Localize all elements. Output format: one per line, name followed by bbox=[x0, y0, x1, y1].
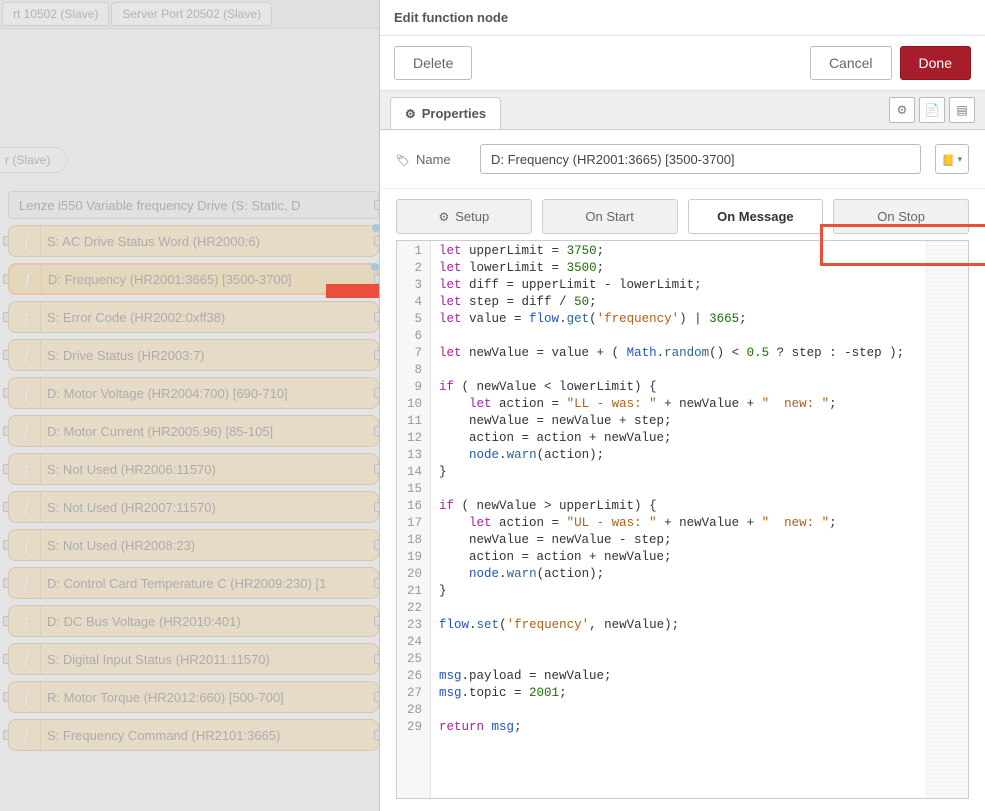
function-node[interactable]: f R: Motor Torque (HR2012:660) [500-700] bbox=[8, 681, 379, 713]
changed-dot-icon bbox=[371, 263, 379, 271]
done-button[interactable]: Done bbox=[900, 46, 971, 80]
name-input[interactable] bbox=[480, 144, 921, 174]
function-node[interactable]: f S: Error Code (HR2002:0xff38) bbox=[8, 301, 379, 333]
node-label: S: AC Drive Status Word (HR2000:6) bbox=[47, 234, 356, 249]
function-icon: f bbox=[13, 454, 41, 484]
tag-icon bbox=[396, 152, 410, 167]
editor-panel: Edit function node Delete Cancel Done Pr… bbox=[379, 0, 985, 811]
code-body[interactable]: let upperLimit = 3750;let lowerLimit = 3… bbox=[431, 241, 926, 798]
cancel-button[interactable]: Cancel bbox=[810, 46, 892, 80]
flow-tab[interactable]: rt 10502 (Slave) bbox=[2, 2, 109, 26]
dialog-title: Edit function node bbox=[380, 0, 985, 36]
function-node[interactable]: f D: Control Card Temperature C (HR2009:2… bbox=[8, 567, 379, 599]
function-icon: f bbox=[13, 682, 41, 712]
node-label: S: Error Code (HR2002:0xff38) bbox=[47, 310, 356, 325]
name-label: Name bbox=[396, 152, 466, 167]
function-icon: f bbox=[13, 226, 41, 256]
function-node[interactable]: f D: Motor Voltage (HR2004:700) [690-710] bbox=[8, 377, 379, 409]
function-icon: f bbox=[13, 492, 41, 522]
gear-icon[interactable] bbox=[889, 97, 915, 123]
node-label: D: Control Card Temperature C (HR2009:23… bbox=[47, 576, 356, 591]
bookmark-icon bbox=[942, 152, 956, 167]
code-editor[interactable]: 1234567891011121314151617181920212223242… bbox=[396, 240, 969, 799]
comment-node[interactable]: Lenze i550 Variable frequency Drive (S: … bbox=[8, 191, 379, 219]
node-label: S: Frequency Command (HR2101:3665) bbox=[47, 728, 356, 743]
code-tabs: Setup On Start On Message On Stop bbox=[380, 189, 985, 240]
node-label: S: Digital Input Status (HR2011:11570) bbox=[47, 652, 356, 667]
name-side-button[interactable]: ▾ bbox=[935, 144, 969, 174]
node-label: D: Motor Current (HR2005:96) [85-105] bbox=[47, 424, 356, 439]
tab-label: Properties bbox=[422, 106, 486, 121]
gutter: 1234567891011121314151617181920212223242… bbox=[397, 241, 431, 798]
function-node[interactable]: f D: Frequency (HR2001:3665) [3500-3700] bbox=[8, 263, 379, 295]
doc-icon[interactable] bbox=[919, 97, 945, 123]
function-node[interactable]: f S: AC Drive Status Word (HR2000:6) bbox=[8, 225, 379, 257]
function-icon: f bbox=[14, 265, 42, 293]
function-icon: f bbox=[13, 340, 41, 370]
function-node[interactable]: f S: Drive Status (HR2003:7) bbox=[8, 339, 379, 371]
function-icon: f bbox=[13, 568, 41, 598]
tab-setup[interactable]: Setup bbox=[396, 199, 532, 234]
tab-on-start[interactable]: On Start bbox=[542, 199, 678, 234]
function-icon: f bbox=[13, 416, 41, 446]
tab-properties[interactable]: Properties bbox=[390, 97, 501, 129]
function-icon: f bbox=[13, 302, 41, 332]
dialog-button-bar: Delete Cancel Done bbox=[380, 36, 985, 91]
node-label: S: Not Used (HR2006:11570) bbox=[47, 462, 356, 477]
tab-on-stop[interactable]: On Stop bbox=[833, 199, 969, 234]
function-node[interactable]: f S: Frequency Command (HR2101:3665) bbox=[8, 719, 379, 751]
gear-icon bbox=[439, 209, 450, 224]
tab-on-message[interactable]: On Message bbox=[688, 199, 824, 234]
flow-tab[interactable]: Server Port 20502 (Slave) bbox=[111, 2, 272, 26]
function-icon: f bbox=[13, 720, 41, 750]
node-label: S: Not Used (HR2007:11570) bbox=[47, 500, 356, 515]
section-tabs: Properties ▤ bbox=[380, 91, 985, 130]
function-node[interactable]: f D: Motor Current (HR2005:96) [85-105] bbox=[8, 415, 379, 447]
node-label: R: Motor Torque (HR2012:660) [500-700] bbox=[47, 690, 356, 705]
function-icon: f bbox=[13, 644, 41, 674]
function-node[interactable]: f S: Not Used (HR2007:11570) bbox=[8, 491, 379, 523]
node-label: D: Frequency (HR2001:3665) [3500-3700] bbox=[48, 272, 355, 287]
gear-icon bbox=[405, 106, 416, 121]
name-row: Name ▾ bbox=[380, 130, 985, 189]
function-node[interactable]: f S: Not Used (HR2008:23) bbox=[8, 529, 379, 561]
node-label: S: Drive Status (HR2003:7) bbox=[47, 348, 356, 363]
function-icon: f bbox=[13, 378, 41, 408]
function-node[interactable]: f D: DC Bus Voltage (HR2010:401) bbox=[8, 605, 379, 637]
more-icon[interactable]: ▤ bbox=[949, 97, 975, 123]
function-node[interactable]: f S: Digital Input Status (HR2011:11570) bbox=[8, 643, 379, 675]
subflow-tab[interactable]: r (Slave) bbox=[0, 147, 67, 173]
node-label: Lenze i550 Variable frequency Drive (S: … bbox=[19, 198, 356, 213]
changed-dot-icon bbox=[372, 224, 379, 232]
function-icon: f bbox=[13, 530, 41, 560]
flow-canvas: rt 10502 (Slave) Server Port 20502 (Slav… bbox=[0, 0, 379, 811]
function-node[interactable]: f S: Not Used (HR2006:11570) bbox=[8, 453, 379, 485]
node-label: D: DC Bus Voltage (HR2010:401) bbox=[47, 614, 356, 629]
function-icon: f bbox=[13, 606, 41, 636]
delete-button[interactable]: Delete bbox=[394, 46, 472, 80]
minimap[interactable] bbox=[926, 241, 968, 798]
flow-tabs: rt 10502 (Slave) Server Port 20502 (Slav… bbox=[0, 0, 379, 29]
node-label: D: Motor Voltage (HR2004:700) [690-710] bbox=[47, 386, 356, 401]
node-label: S: Not Used (HR2008:23) bbox=[47, 538, 356, 553]
